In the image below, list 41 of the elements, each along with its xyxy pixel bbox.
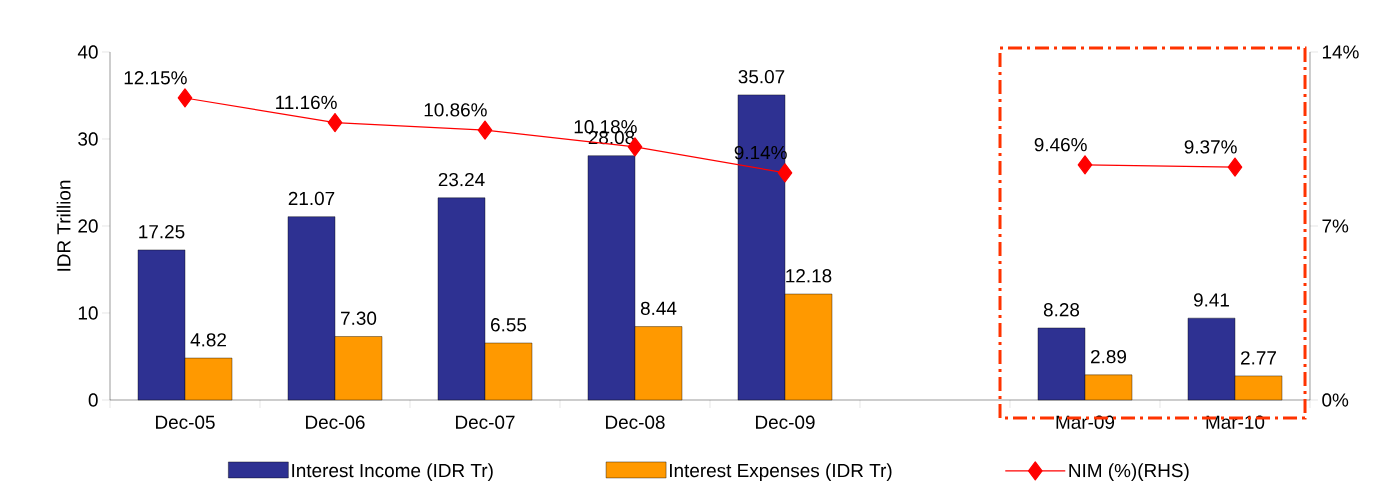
x-tick-label: Dec-08 bbox=[606, 415, 665, 429]
data-label: 17.25 bbox=[139, 225, 185, 239]
data-label: 11.16% bbox=[276, 95, 337, 110]
x-tick-label: Dec-05 bbox=[156, 415, 215, 429]
data-label: 35.07 bbox=[738, 69, 785, 84]
data-label: 6.55 bbox=[491, 318, 527, 332]
data-label: 9.37% bbox=[1184, 140, 1237, 154]
y-tick-label: 40 bbox=[77, 45, 98, 59]
y2-tick-label: 0% bbox=[1322, 393, 1349, 407]
data-label: 2.89 bbox=[1091, 349, 1126, 364]
y2-tick-label: 7% bbox=[1322, 219, 1349, 233]
x-tick-label: Dec-07 bbox=[456, 415, 515, 429]
data-label: 12.18 bbox=[786, 269, 832, 283]
data-label: 9.46% bbox=[1034, 137, 1087, 152]
y-tick-label: 10 bbox=[78, 306, 98, 320]
data-label: 4.82 bbox=[190, 333, 226, 347]
point bbox=[177, 88, 193, 108]
data-label: 10.86% bbox=[424, 103, 487, 117]
point bbox=[477, 120, 493, 140]
y-tick-label: 30 bbox=[78, 132, 98, 146]
data-label: 12.15% bbox=[124, 71, 187, 85]
point bbox=[777, 163, 793, 183]
data-label: 8.44 bbox=[640, 301, 677, 316]
legend-label: Interest Expenses (IDR Tr) bbox=[670, 463, 892, 481]
x-tick-label: Dec-06 bbox=[306, 415, 365, 429]
point bbox=[327, 112, 343, 133]
y-axis-title: IDR Trillion bbox=[56, 180, 71, 271]
legend-label: NIM (%)(RHS) bbox=[1069, 463, 1189, 481]
data-label: 7.30 bbox=[341, 311, 377, 325]
x-tick-label: Dec-09 bbox=[756, 415, 815, 429]
data-label: 9.41 bbox=[1193, 293, 1229, 307]
legend-label: Interest Income (IDR Tr) bbox=[292, 463, 493, 481]
y-tick-label: 20 bbox=[78, 219, 98, 233]
data-label: 21.07 bbox=[288, 191, 335, 206]
point bbox=[1077, 155, 1093, 175]
y2-tick-label: 14% bbox=[1322, 45, 1359, 59]
data-label: 8.28 bbox=[1043, 303, 1080, 317]
data-label: 2.77 bbox=[1241, 351, 1276, 365]
data-label: 23.24 bbox=[438, 172, 485, 187]
y-tick-label: 0 bbox=[88, 393, 98, 407]
point bbox=[1227, 157, 1243, 177]
